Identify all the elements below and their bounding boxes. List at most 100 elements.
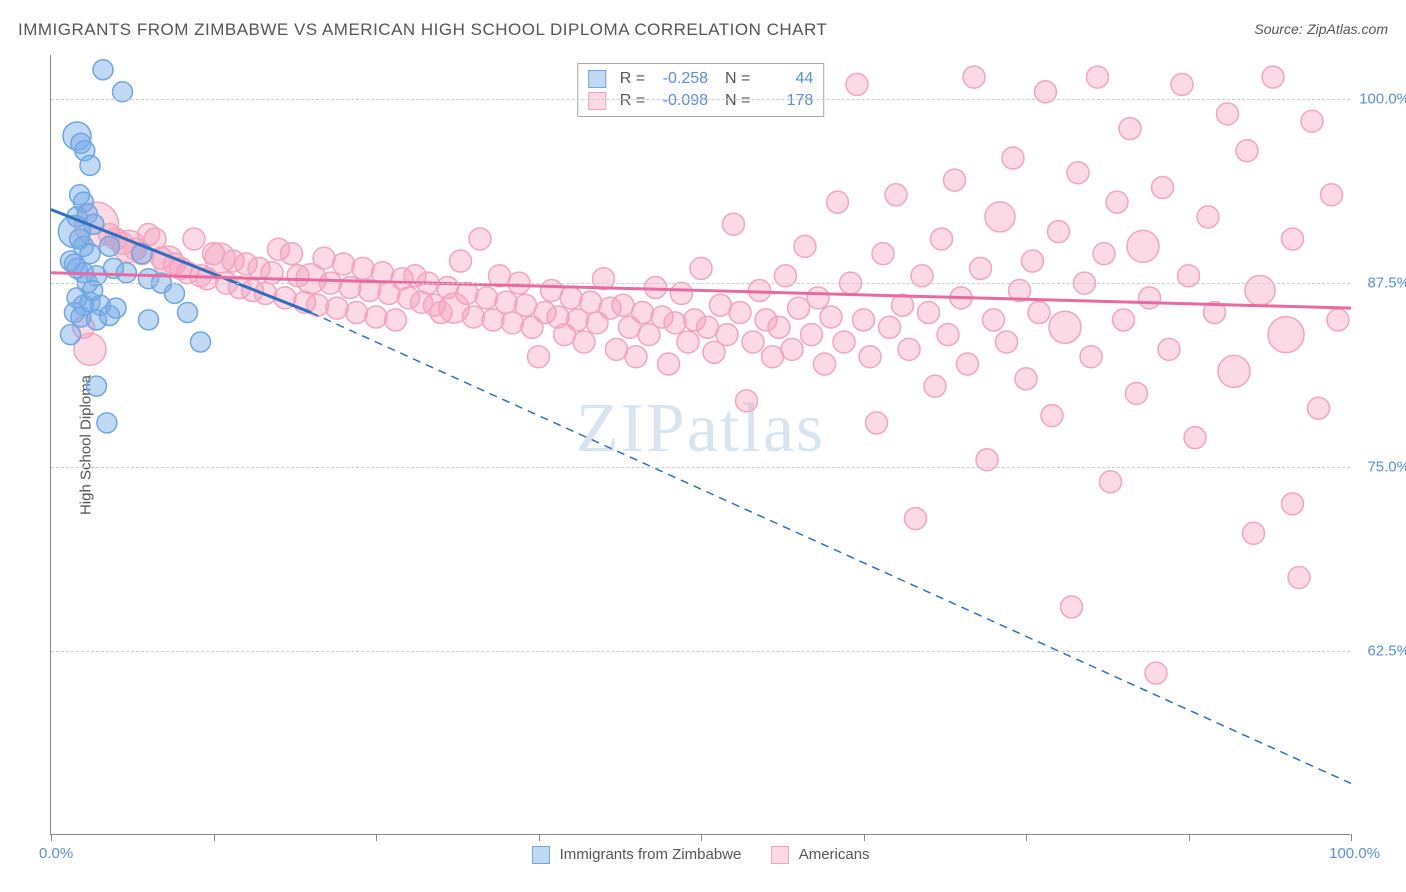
scatter-point: [820, 306, 842, 328]
scatter-point: [905, 508, 927, 530]
scatter-point: [1217, 103, 1239, 125]
x-axis-label-max: 100.0%: [1329, 845, 1380, 862]
scatter-point: [64, 254, 84, 274]
scatter-point: [1327, 309, 1349, 331]
scatter-point: [957, 353, 979, 375]
scatter-point: [931, 228, 953, 250]
legend-item-zimbabwe: Immigrants from Zimbabwe: [531, 846, 741, 864]
scatter-point: [1321, 184, 1343, 206]
scatter-point: [495, 291, 517, 313]
stats-legend-row: R = -0.258 N = 44: [588, 68, 814, 90]
scatter-point: [807, 287, 829, 309]
scatter-point: [612, 294, 634, 316]
scatter-point: [528, 346, 550, 368]
scatter-point: [1236, 140, 1258, 162]
scatter-point: [985, 202, 1015, 232]
y-tick-label: 75.0%: [1355, 459, 1406, 476]
scatter-point: [1268, 317, 1304, 353]
stat-n-value-zimbabwe: 44: [758, 70, 813, 88]
scatter-point: [1171, 73, 1193, 95]
legend-label: Americans: [799, 846, 870, 863]
scatter-point: [729, 302, 751, 324]
x-tick: [701, 834, 702, 841]
scatter-point: [846, 73, 868, 95]
x-tick: [1189, 834, 1190, 841]
scatter-point: [788, 297, 810, 319]
x-tick: [1351, 834, 1352, 841]
scatter-point: [116, 263, 136, 283]
scatter-point: [710, 294, 732, 316]
scatter-point: [1100, 471, 1122, 493]
scatter-point: [918, 302, 940, 324]
scatter-point: [281, 243, 303, 265]
scatter-point: [983, 309, 1005, 331]
scatter-point: [100, 236, 120, 256]
x-tick: [539, 834, 540, 841]
scatter-point: [1218, 355, 1250, 387]
bottom-legend: Immigrants from Zimbabwe Americans: [531, 846, 869, 864]
scatter-point: [1308, 397, 1330, 419]
scatter-point: [1080, 346, 1102, 368]
grid-line: [51, 99, 1350, 100]
scatter-point: [1245, 275, 1275, 305]
x-tick: [51, 834, 52, 841]
scatter-point: [736, 390, 758, 412]
scatter-point: [1152, 176, 1174, 198]
stat-r-value-americans: -0.098: [653, 92, 708, 110]
scatter-point: [664, 312, 686, 334]
scatter-point: [690, 257, 712, 279]
chart-svg: [51, 55, 1350, 834]
stat-n-value-americans: 178: [758, 92, 813, 110]
scatter-point: [762, 346, 784, 368]
scatter-point: [814, 353, 836, 375]
scatter-point: [165, 283, 185, 303]
scatter-point: [1041, 405, 1063, 427]
scatter-point: [833, 331, 855, 353]
x-tick: [214, 834, 215, 841]
scatter-point: [178, 303, 198, 323]
source: Source: ZipAtlas.com: [1254, 21, 1388, 39]
scatter-point: [1158, 338, 1180, 360]
scatter-point: [476, 287, 498, 309]
scatter-point: [1022, 250, 1044, 272]
scatter-point: [61, 325, 81, 345]
scatter-point: [885, 184, 907, 206]
scatter-point: [573, 331, 595, 353]
scatter-point: [515, 294, 537, 316]
stat-r-value-zimbabwe: -0.258: [653, 70, 708, 88]
scatter-point: [827, 191, 849, 213]
scatter-point: [1061, 596, 1083, 618]
legend-swatch-zimbabwe: [588, 70, 606, 88]
scatter-point: [1028, 302, 1050, 324]
scatter-point: [469, 228, 491, 250]
legend-swatch-americans: [771, 846, 789, 864]
scatter-point: [606, 338, 628, 360]
scatter-point: [1243, 522, 1265, 544]
scatter-point: [677, 331, 699, 353]
scatter-point: [97, 413, 117, 433]
scatter-point: [671, 282, 693, 304]
scatter-point: [385, 309, 407, 331]
scatter-point: [1093, 243, 1115, 265]
scatter-point: [580, 291, 602, 313]
scatter-point: [625, 346, 647, 368]
legend-swatch-americans: [588, 92, 606, 110]
scatter-point: [1048, 221, 1070, 243]
scatter-point: [1119, 118, 1141, 140]
scatter-point: [866, 412, 888, 434]
scatter-point: [1197, 206, 1219, 228]
scatter-point: [879, 316, 901, 338]
x-tick: [864, 834, 865, 841]
scatter-point: [963, 66, 985, 88]
scatter-point: [183, 228, 205, 250]
scatter-point: [742, 331, 764, 353]
source-label: Source:: [1254, 21, 1302, 37]
legend-label: Immigrants from Zimbabwe: [560, 846, 742, 863]
x-axis-label-min: 0.0%: [39, 845, 73, 862]
stats-legend-row: R = -0.098 N = 178: [588, 90, 814, 112]
scatter-point: [352, 257, 374, 279]
scatter-point: [898, 338, 920, 360]
scatter-point: [924, 375, 946, 397]
scatter-point: [658, 353, 680, 375]
scatter-point: [346, 302, 368, 324]
